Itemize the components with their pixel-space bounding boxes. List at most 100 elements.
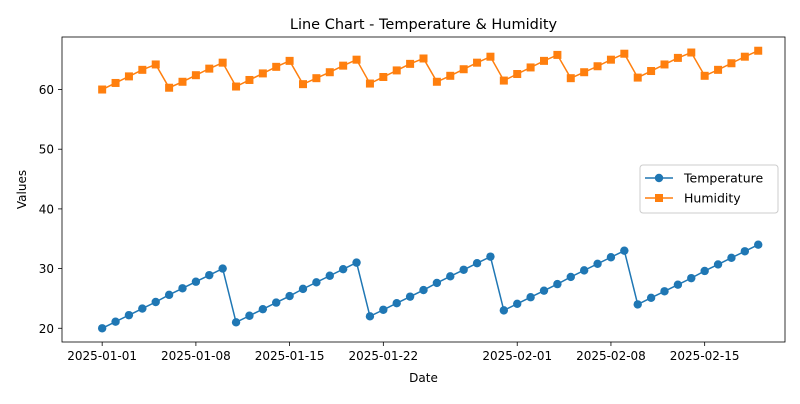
data-point-temperature[interactable] xyxy=(673,280,683,289)
data-point-temperature[interactable] xyxy=(285,291,294,301)
data-point-humidity[interactable] xyxy=(285,56,294,65)
data-point-temperature[interactable] xyxy=(579,266,589,275)
data-point-humidity[interactable] xyxy=(620,49,629,58)
data-point-temperature[interactable] xyxy=(258,304,268,314)
data-point-humidity[interactable] xyxy=(299,80,307,89)
data-point-temperature[interactable] xyxy=(138,304,147,313)
data-point-temperature[interactable] xyxy=(325,271,334,280)
data-point-humidity[interactable] xyxy=(473,58,482,67)
data-point-temperature[interactable] xyxy=(459,265,468,274)
data-point-humidity[interactable] xyxy=(312,74,321,83)
data-point-temperature[interactable] xyxy=(352,258,361,267)
data-point-humidity[interactable] xyxy=(339,61,348,70)
data-point-temperature[interactable] xyxy=(713,260,723,269)
data-point-temperature[interactable] xyxy=(178,284,187,293)
data-point-humidity[interactable] xyxy=(553,50,562,59)
data-point-humidity[interactable] xyxy=(446,71,455,80)
data-point-humidity[interactable] xyxy=(98,85,107,94)
data-point-humidity[interactable] xyxy=(178,77,187,86)
data-point-humidity[interactable] xyxy=(660,60,669,69)
data-point-humidity[interactable] xyxy=(432,77,441,86)
data-point-temperature[interactable] xyxy=(646,293,656,303)
data-point-temperature[interactable] xyxy=(486,252,495,261)
data-point-humidity[interactable] xyxy=(647,67,656,76)
data-point-humidity[interactable] xyxy=(593,62,602,71)
data-point-temperature[interactable] xyxy=(687,273,696,283)
data-point-temperature[interactable] xyxy=(432,278,442,288)
data-point-humidity[interactable] xyxy=(245,75,254,84)
data-point-temperature[interactable] xyxy=(111,317,120,326)
data-point-temperature[interactable] xyxy=(446,272,455,281)
data-point-humidity[interactable] xyxy=(754,46,763,55)
data-point-humidity[interactable] xyxy=(272,62,281,71)
data-point-temperature[interactable] xyxy=(513,299,522,308)
data-point-temperature[interactable] xyxy=(593,259,602,269)
data-point-temperature[interactable] xyxy=(419,285,428,295)
data-point-humidity[interactable] xyxy=(486,52,495,61)
data-point-temperature[interactable] xyxy=(754,240,763,249)
data-point-humidity[interactable] xyxy=(740,52,749,61)
data-point-temperature[interactable] xyxy=(191,277,201,286)
data-point-temperature[interactable] xyxy=(151,297,160,307)
data-point-humidity[interactable] xyxy=(606,55,615,64)
data-point-temperature[interactable] xyxy=(633,300,642,309)
data-point-temperature[interactable] xyxy=(379,305,388,314)
data-point-temperature[interactable] xyxy=(338,264,348,274)
data-point-temperature[interactable] xyxy=(526,293,535,302)
data-point-humidity[interactable] xyxy=(218,58,227,67)
data-point-humidity[interactable] xyxy=(700,71,709,80)
data-point-temperature[interactable] xyxy=(700,266,709,276)
data-point-temperature[interactable] xyxy=(499,306,509,315)
data-point-humidity[interactable] xyxy=(419,54,428,63)
data-point-temperature[interactable] xyxy=(606,253,616,262)
data-point-temperature[interactable] xyxy=(164,290,174,300)
data-point-humidity[interactable] xyxy=(379,72,388,81)
data-point-temperature[interactable] xyxy=(298,284,308,294)
data-point-temperature[interactable] xyxy=(740,247,750,256)
data-point-temperature[interactable] xyxy=(97,324,107,333)
data-point-humidity[interactable] xyxy=(499,76,508,85)
data-point-humidity[interactable] xyxy=(365,79,374,88)
data-point-humidity[interactable] xyxy=(111,78,120,87)
data-point-humidity[interactable] xyxy=(124,72,133,81)
data-point-humidity[interactable] xyxy=(406,59,415,68)
data-point-humidity[interactable] xyxy=(673,53,682,62)
data-point-temperature[interactable] xyxy=(553,279,562,289)
data-point-temperature[interactable] xyxy=(620,246,629,255)
data-point-humidity[interactable] xyxy=(633,73,642,82)
data-point-humidity[interactable] xyxy=(138,65,147,74)
data-point-humidity[interactable] xyxy=(714,65,723,74)
data-point-temperature[interactable] xyxy=(727,253,736,263)
data-point-humidity[interactable] xyxy=(151,60,160,69)
data-point-temperature[interactable] xyxy=(231,318,241,327)
data-point-humidity[interactable] xyxy=(566,74,575,83)
data-point-humidity[interactable] xyxy=(513,70,522,79)
data-point-temperature[interactable] xyxy=(566,272,575,282)
data-point-humidity[interactable] xyxy=(540,56,548,65)
data-point-temperature[interactable] xyxy=(365,312,375,321)
data-point-humidity[interactable] xyxy=(392,66,401,75)
data-point-humidity[interactable] xyxy=(325,68,334,77)
data-point-temperature[interactable] xyxy=(405,292,415,301)
data-point-temperature[interactable] xyxy=(392,299,401,308)
data-point-temperature[interactable] xyxy=(660,287,669,296)
data-point-temperature[interactable] xyxy=(218,264,227,273)
data-point-humidity[interactable] xyxy=(459,65,468,74)
data-point-humidity[interactable] xyxy=(687,48,696,57)
data-point-humidity[interactable] xyxy=(580,68,589,77)
data-point-humidity[interactable] xyxy=(258,69,267,78)
data-point-humidity[interactable] xyxy=(727,59,736,68)
data-point-humidity[interactable] xyxy=(205,64,214,73)
data-point-humidity[interactable] xyxy=(352,55,361,64)
data-point-humidity[interactable] xyxy=(526,63,535,72)
data-point-temperature[interactable] xyxy=(472,259,482,268)
data-point-humidity[interactable] xyxy=(191,71,200,80)
data-point-humidity[interactable] xyxy=(165,83,174,92)
data-point-humidity[interactable] xyxy=(232,82,241,91)
data-point-temperature[interactable] xyxy=(205,270,214,280)
data-point-temperature[interactable] xyxy=(245,311,254,320)
data-point-temperature[interactable] xyxy=(124,310,134,320)
data-point-temperature[interactable] xyxy=(539,286,549,295)
data-point-temperature[interactable] xyxy=(312,278,321,287)
data-point-temperature[interactable] xyxy=(272,298,281,307)
